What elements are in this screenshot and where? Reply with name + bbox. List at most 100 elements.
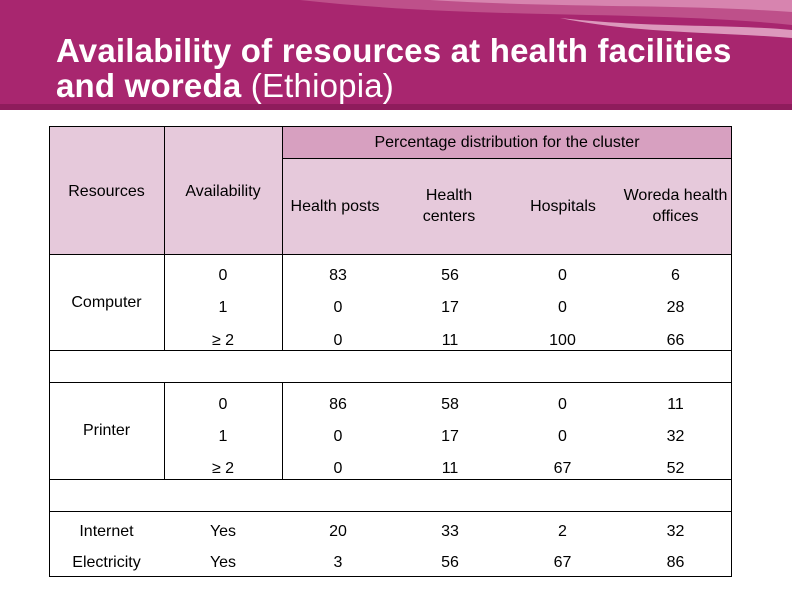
availability-cell: 0 <box>164 389 282 419</box>
header-availability: Availability <box>164 176 282 206</box>
table-border <box>282 126 283 351</box>
header-hospitals: Hospitals <box>507 184 619 228</box>
table-cell: 11 <box>394 325 506 355</box>
table-border <box>49 126 732 127</box>
table-cell: 86 <box>282 389 394 419</box>
cell-value: 11 <box>441 331 459 349</box>
header-health-centers: Health centers <box>403 184 495 228</box>
table-border <box>49 511 732 512</box>
table-cell: 66 <box>619 325 732 355</box>
table-cell: 0 <box>506 389 619 419</box>
availability-value: ≥ 2 <box>211 459 235 477</box>
table-cell: 3 <box>282 548 394 577</box>
cell-value: 6 <box>671 266 680 284</box>
cell-value: 0 <box>558 266 567 284</box>
table-cell: 86 <box>619 548 732 577</box>
availability-value: Yes <box>209 522 237 540</box>
table-border <box>49 350 732 351</box>
table-cell: 0 <box>282 453 394 483</box>
table-cell: 52 <box>619 453 732 483</box>
header-woreda: Woreda health offices <box>619 184 732 228</box>
table-cell: 56 <box>394 548 506 577</box>
cell-value: 17 <box>441 427 459 445</box>
table-cell: 33 <box>394 516 506 546</box>
resource-label: Internet <box>79 522 134 540</box>
table-cell: 0 <box>282 325 394 355</box>
availability-value: 0 <box>218 395 228 413</box>
cell-value: 0 <box>333 298 343 316</box>
cell-value: 2 <box>558 522 567 540</box>
cell-value: 28 <box>666 298 685 316</box>
header-health-posts-label: Health posts <box>290 197 380 215</box>
table-border <box>49 576 732 577</box>
cell-value: 11 <box>667 395 684 413</box>
table-cell: 83 <box>282 260 394 290</box>
table-border <box>164 126 165 351</box>
cell-value: 86 <box>329 395 347 413</box>
cell-value: 20 <box>329 522 347 540</box>
cell-value: 66 <box>666 331 685 349</box>
table-cell: 17 <box>394 292 506 322</box>
title-bold-part: Availability of resources at health faci… <box>56 32 732 104</box>
resource-label: Electricity <box>72 554 141 571</box>
cell-value: 56 <box>441 266 459 284</box>
resource-internet: Internet <box>49 516 164 546</box>
cell-value: 3 <box>333 554 343 571</box>
availability-cell: Yes <box>164 548 282 577</box>
cell-value: 67 <box>553 459 572 477</box>
header-resources-label: Resources <box>68 182 145 200</box>
cell-value: 0 <box>558 395 567 413</box>
table-cell: 58 <box>394 389 506 419</box>
table-cell: 2 <box>506 516 619 546</box>
availability-cell: ≥ 2 <box>164 453 282 483</box>
cell-value: 0 <box>333 427 343 445</box>
cell-value: 11 <box>441 459 459 477</box>
cluster-header: Percentage distribution for the cluster <box>374 133 640 151</box>
cell-value: 0 <box>558 427 567 445</box>
resource-label: Computer <box>71 293 142 311</box>
cluster-header-cell: Percentage distribution for the cluster <box>282 126 732 158</box>
availability-value: 0 <box>218 266 228 284</box>
cell-value: 67 <box>553 554 572 571</box>
cell-value: 33 <box>441 522 459 540</box>
cell-value: 83 <box>329 266 347 284</box>
availability-cell: Yes <box>164 516 282 546</box>
table-cell: 11 <box>619 389 732 419</box>
header-hospitals-label: Hospitals <box>530 197 596 215</box>
table-cell: 0 <box>282 421 394 451</box>
table-cell: 100 <box>506 325 619 355</box>
resource-label: Printer <box>82 421 131 439</box>
table-border <box>282 382 283 480</box>
cell-value: 0 <box>558 298 567 316</box>
table-border <box>49 382 732 383</box>
title-normal-part: (Ethiopia) <box>250 67 394 104</box>
cell-value: 0 <box>333 331 343 349</box>
table-border <box>282 158 732 159</box>
availability-cell: 1 <box>164 421 282 451</box>
availability-value: 1 <box>218 298 228 316</box>
cell-value: 86 <box>666 554 685 571</box>
table-cell: 32 <box>619 516 732 546</box>
availability-value: 1 <box>218 427 228 445</box>
table-border <box>164 382 165 480</box>
table-cell: 17 <box>394 421 506 451</box>
page-title: Availability of resources at health faci… <box>56 33 776 103</box>
table-cell: 6 <box>619 260 732 290</box>
cell-value: 17 <box>441 298 459 316</box>
table-cell: 0 <box>506 421 619 451</box>
availability-cell: ≥ 2 <box>164 325 282 355</box>
table-border <box>49 479 732 480</box>
table-cell: 0 <box>506 260 619 290</box>
header-health-posts: Health posts <box>289 184 381 228</box>
table-cell: 67 <box>506 453 619 483</box>
table-cell: 0 <box>506 292 619 322</box>
cell-value: 32 <box>666 522 685 540</box>
cell-value: 0 <box>333 459 343 477</box>
cell-value: 52 <box>666 459 685 477</box>
resources-table: Percentage distribution for the cluster … <box>49 126 732 577</box>
cell-value: 56 <box>441 554 459 571</box>
cell-value: 58 <box>441 395 459 413</box>
resource-printer: Printer <box>49 382 164 478</box>
table-border <box>49 254 732 255</box>
availability-cell: 0 <box>164 260 282 290</box>
